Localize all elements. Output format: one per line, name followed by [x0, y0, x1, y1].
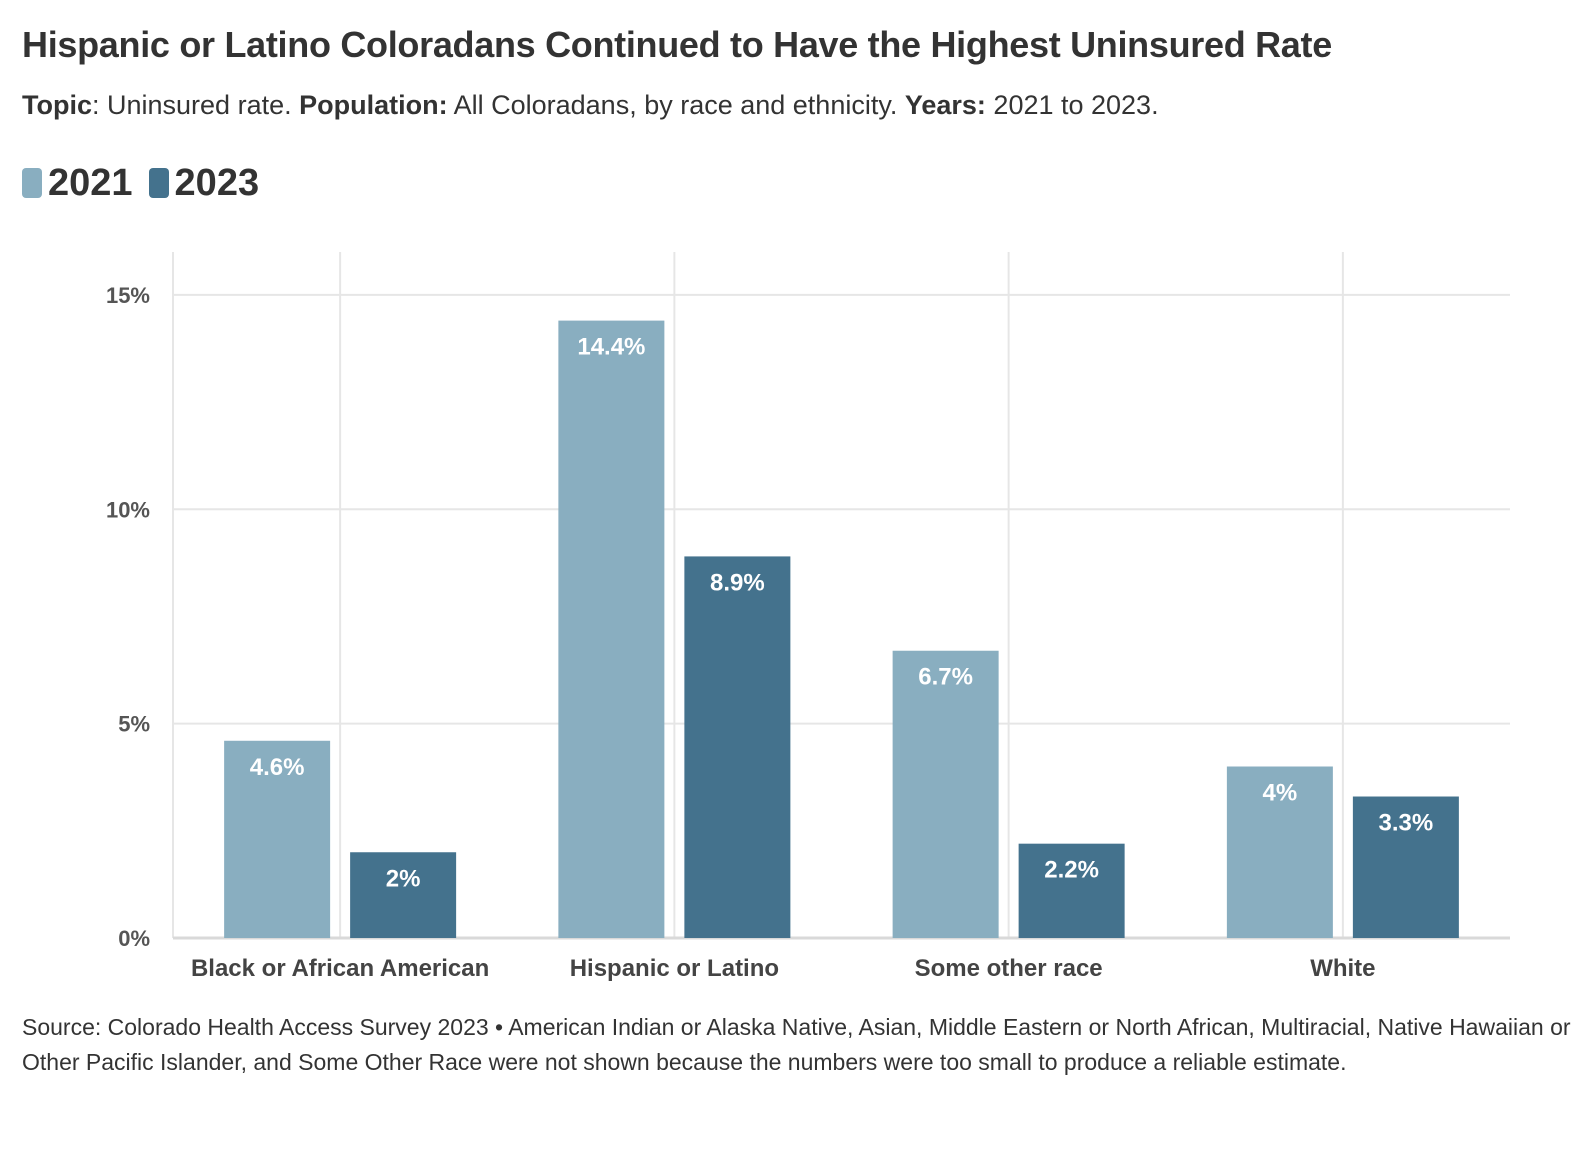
y-tick-label: 10%: [106, 497, 150, 522]
years-label: Years:: [904, 90, 986, 120]
y-tick-label: 0%: [118, 926, 150, 951]
bar-value-label: 2.2%: [1044, 857, 1099, 884]
bar: [1018, 843, 1125, 938]
chart-title: Hispanic or Latino Coloradans Continued …: [22, 24, 1332, 65]
legend-swatch-2023: [148, 168, 169, 198]
bar-value-label: 14.4%: [577, 334, 645, 361]
x-category-label: White: [1310, 955, 1375, 982]
legend-label-2021: 2021: [48, 161, 133, 204]
bar: [684, 556, 791, 938]
x-category-label: Black or African American: [191, 955, 489, 982]
legend-item-2021: 2021: [22, 162, 133, 205]
source-note: Source: Colorado Health Access Survey 20…: [22, 1014, 1571, 1075]
bar-value-label: 8.9%: [710, 569, 765, 596]
chart-subtitle: Topic: Uninsured rate. Population: All C…: [22, 90, 1582, 121]
bar: [224, 740, 331, 938]
legend-item-2023: 2023: [148, 161, 260, 205]
x-category-label: Hispanic or Latino: [570, 955, 779, 982]
topic-label: Topic: [22, 90, 92, 120]
bar: [1352, 796, 1459, 938]
bar-value-label: 3.3%: [1379, 810, 1434, 837]
bar-value-label: 4%: [1263, 780, 1298, 807]
bar-value-label: 4.6%: [250, 754, 305, 781]
bar: [350, 852, 457, 938]
bar-value-label: 2%: [386, 865, 421, 892]
bar: [892, 650, 999, 938]
y-tick-label: 15%: [106, 283, 150, 308]
legend-label-2023: 2023: [174, 161, 260, 204]
legend-swatch-2021: [22, 168, 42, 198]
y-tick-label: 5%: [118, 712, 150, 737]
population-text: All Coloradans, by race and ethnicity.: [447, 90, 905, 120]
population-label: Population:: [299, 90, 448, 120]
x-category-label: Some other race: [915, 955, 1103, 982]
bar-value-label: 6.7%: [918, 664, 973, 691]
bar: [1226, 766, 1333, 938]
bar: [558, 320, 665, 939]
years-text: 2021 to 2023.: [985, 90, 1159, 120]
chart-legend: 2021 2023: [22, 160, 275, 206]
topic-text: : Uninsured rate.: [92, 90, 300, 120]
bar-chart: 0% 5% 10% 15% 4.6% 2% Black or African America…: [106, 252, 1510, 982]
